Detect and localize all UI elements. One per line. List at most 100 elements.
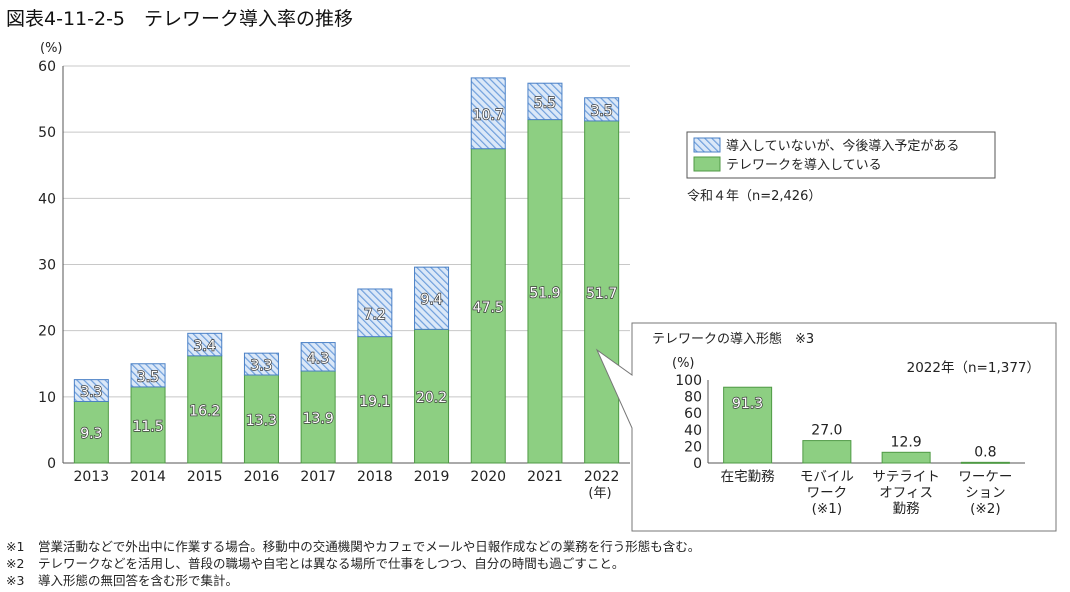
bar-planned-value-label: 3.3 [250, 358, 272, 374]
main-y-tick-label: 30 [38, 258, 56, 274]
main-x-unit: (年) [588, 486, 611, 501]
inset-bar-value-label: 12.9 [891, 434, 922, 450]
inset-y-tick-label: 0 [693, 456, 702, 472]
inset-bar [960, 461, 1010, 464]
main-y-tick-labels: 0 10 20 30 40 50 60 [38, 59, 56, 472]
bar-planned [300, 342, 336, 372]
footnote-mark: ※3 [6, 573, 25, 588]
legend: 導入していないが、今後導入予定がある テレワークを導入している [686, 131, 996, 179]
bar-planned-value-label: 10.7 [473, 107, 504, 123]
bar-adopted-value-label: 19.1 [359, 394, 390, 410]
inset-bars: 91.3 27.0 12.9 0.8 [723, 386, 1010, 464]
bar-adopted [584, 120, 620, 464]
main-x-tick-label: 2013 [74, 469, 110, 485]
bar-adopted-value-label: 13.9 [303, 411, 334, 427]
bar-planned [130, 363, 166, 388]
inset-y-tick-label: 20 [684, 439, 702, 455]
bar-planned [73, 379, 109, 402]
inset-category-label: ション [965, 485, 1006, 501]
inset-category-label: サテライト [872, 469, 940, 485]
main-y-tick-label: 60 [38, 59, 56, 75]
footnote-mark: ※1 [6, 539, 25, 554]
bar-adopted-value-label: 9.3 [80, 426, 102, 442]
footnotes: ※1 営業活動などで外出中に作業する場合。移動中の交通機関やカフェでメールや日報作… [6, 538, 700, 589]
inset-y-tick-label: 80 [684, 390, 702, 406]
bar-adopted [470, 148, 506, 464]
bar-planned [187, 332, 223, 357]
main-x-tick-label: 2019 [414, 469, 450, 485]
footnote-1: ※1 営業活動などで外出中に作業する場合。移動中の交通機関やカフェでメールや日報作… [6, 538, 700, 555]
inset-category-label: ワーク [807, 485, 848, 501]
inset-bar [802, 440, 852, 464]
bar-planned [584, 97, 620, 122]
footnote-text: テレワークなどを活用し、普段の職場や自宅とは異なる場所で仕事をしつつ、自分の時間… [38, 556, 625, 571]
bar-adopted [187, 355, 223, 464]
sample-size-annotation: 令和４年（n=2,426） [687, 189, 821, 204]
inset-category-label: 勤務 [893, 501, 921, 517]
legend-box [686, 131, 996, 179]
bar-planned-value-label: 3.5 [137, 369, 159, 385]
main-x-tick-label: 2014 [130, 469, 166, 485]
inset-category-label: オフィス [879, 485, 933, 501]
main-x-tick-label: 2015 [187, 469, 223, 485]
bar-planned-value-label: 5.5 [534, 95, 556, 111]
bar-adopted [130, 386, 166, 464]
main-y-tick-label: 10 [38, 390, 56, 406]
footnote-3: ※3 導入形態の無回答を含む形で集計。 [6, 572, 700, 589]
bar-adopted-value-label: 11.5 [132, 419, 163, 435]
inset-bar-value-label: 0.8 [974, 444, 996, 460]
inset-subtitle: 2022年（n=1,377） [907, 360, 1040, 376]
legend-label-adopted: テレワークを導入している [726, 158, 882, 173]
bar-adopted-value-label: 16.2 [189, 403, 220, 419]
bar-adopted [243, 374, 279, 464]
inset-category-label: モバイル [800, 469, 854, 485]
bar-planned-value-label: 3.4 [194, 339, 216, 355]
bar-planned [527, 82, 563, 121]
main-y-tick-label: 0 [47, 456, 56, 472]
legend-swatch-adopted [693, 156, 721, 172]
figure-title: 図表4-11-2-5 テレワーク導入率の推移 [6, 8, 354, 30]
bar-adopted-value-label: 47.5 [473, 300, 504, 316]
bar-planned [470, 77, 506, 150]
main-x-tick-label: 2020 [470, 469, 506, 485]
inset-bar-value-label: 27.0 [811, 423, 842, 439]
bar-planned [414, 266, 450, 330]
bar-adopted-value-label: 51.7 [586, 286, 617, 302]
bar-adopted-value-label: 20.2 [416, 390, 447, 406]
inset-y-tick-label: 100 [675, 373, 702, 389]
inset-title: テレワークの導入形態 ※3 [652, 331, 814, 347]
main-y-unit: (%) [40, 41, 63, 56]
inset-bar [881, 451, 931, 464]
main-x-tick-label: 2016 [244, 469, 280, 485]
footnote-text: 営業活動などで外出中に作業する場合。移動中の交通機関やカフェでメールや日報作成な… [38, 539, 701, 554]
inset-y-tick-label: 40 [684, 423, 702, 439]
bar-planned-value-label: 4.3 [307, 351, 329, 367]
bar-planned-value-label: 3.3 [80, 385, 102, 401]
bar-adopted [357, 336, 393, 464]
footnote-2: ※2 テレワークなどを活用し、普段の職場や自宅とは異なる場所で仕事をしつつ、自分の… [6, 555, 700, 572]
main-x-tick-label: 2018 [357, 469, 393, 485]
bar-adopted-value-label: 51.9 [529, 285, 560, 301]
bar-adopted [527, 119, 563, 464]
inset-bar-value-label: 91.3 [732, 396, 763, 412]
bar-planned [357, 288, 393, 338]
inset-callout-frame [595, 322, 1057, 532]
inset-y-unit: (%) [672, 356, 695, 371]
inset-category-label: 在宅勤務 [721, 469, 775, 485]
bar-planned-value-label: 9.4 [420, 292, 442, 308]
main-x-tick-label: 2021 [527, 469, 563, 485]
legend-label-planned: 導入していないが、今後導入予定がある [726, 138, 959, 154]
footnote-text: 導入形態の無回答を含む形で集計。 [38, 573, 239, 588]
main-x-tick-label: 2017 [300, 469, 336, 485]
main-x-tick-labels: 2013 2014 2015 2016 2017 2018 2019 2020 2021 2022 [74, 469, 620, 485]
main-bars: 9.3 3.3 11.5 3.5 16.2 3.4 13.3 3.3 13.9 4.3 19.1 7.… [73, 77, 620, 464]
inset-category-label: (※1) [812, 501, 842, 517]
inset-callout [595, 322, 1057, 532]
bar-planned-value-label: 7.2 [364, 307, 386, 323]
bar-planned [243, 352, 279, 376]
inset-category-label: ワーケー [958, 469, 1012, 485]
inset-category-label: (※2) [970, 501, 1000, 517]
